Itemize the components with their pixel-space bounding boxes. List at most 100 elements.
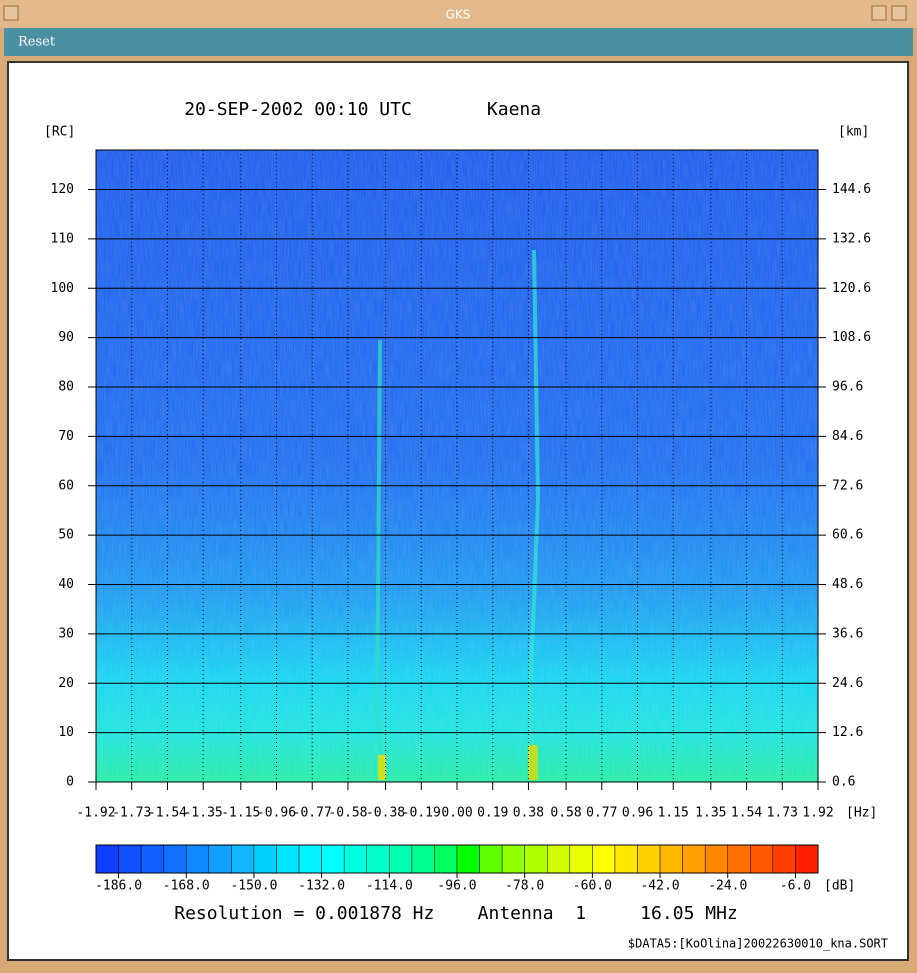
y-tick-label: 0 [66,775,74,790]
y2-tick-label: 132.6 [832,231,871,246]
colorbar-cell [795,844,819,874]
colorbar-cell [637,844,661,874]
x-tick-label: -1.15 [221,806,260,821]
y-tick-label: 70 [58,429,74,444]
colorbar-cell [321,844,345,874]
colorbar-cell [456,844,480,874]
x-tick-label: -0.19 [402,806,441,821]
y2-tick-label: 36.6 [832,626,863,641]
x-tick-label: -1.92 [76,806,115,821]
colorbar-tick-label: -168.0 [163,879,210,894]
y-tick-label: 100 [51,281,74,296]
colorbar-tick-label: -150.0 [230,879,277,894]
x-tick-label: 1.35 [695,806,726,821]
echo-trace [527,249,541,779]
y-tick-label: 30 [58,626,74,641]
x-tick-label: 1.73 [767,806,798,821]
x-tick-label: -0.58 [328,806,367,821]
colorbar-cell [186,844,210,874]
menu-bar [4,28,913,56]
y-tick-label: 90 [58,330,74,345]
echo-peak [528,745,538,780]
colorbar-label: [dB] [824,879,855,894]
y2-tick-label: 60.6 [832,528,863,543]
colorbar-cell [163,844,187,874]
x-axis-label: [Hz] [846,806,877,821]
y2-tick-label: 144.6 [832,182,871,197]
colorbar-cell [614,844,638,874]
colorbar-cell [659,844,683,874]
x-tick-label: -0.77 [293,806,332,821]
colorbar-cell [231,844,255,874]
y2-tick-label: 108.6 [832,330,871,345]
colorbar-cell [682,844,706,874]
colorbar-cell [411,844,435,874]
colorbar-cell [727,844,751,874]
x-tick-label: 0.38 [513,806,544,821]
colorbar-tick-label: -78.0 [505,879,544,894]
colorbar-cell [343,844,367,874]
x-tick-label: -1.73 [112,806,151,821]
y-tick-label: 40 [58,577,74,592]
colorbar-cell [704,844,728,874]
menu-item[interactable]: Reset [18,35,56,50]
colorbar-tick-label: -60.0 [573,879,612,894]
y2-tick-label: 84.6 [832,429,863,444]
y2-tick-label: 72.6 [832,478,863,493]
x-tick-label: -1.35 [184,806,223,821]
colorbar-tick-label: -114.0 [366,879,413,894]
colorbar-cell [772,844,796,874]
site-name: Kaena [487,99,541,120]
colorbar-cell [389,844,413,874]
colorbar-tick-label: -186.0 [95,879,142,894]
colorbar-tick-label: -42.0 [640,879,679,894]
y2-tick-label: 24.6 [832,676,863,691]
y2-tick-label: 120.6 [832,281,871,296]
y-axis-label: [RC] [44,125,75,140]
colorbar-tick-label: -96.0 [437,879,476,894]
colorbar-cell [434,844,458,874]
colorbar-cell [276,844,300,874]
echo-trace [374,339,384,779]
colorbar-cell [501,844,525,874]
minimize-button[interactable] [871,5,887,21]
colorbar-cell [592,844,616,874]
colorbar-cell [253,844,277,874]
colorbar-cell [479,844,503,874]
colorbar-cell [208,844,232,874]
file-name: $DATA5:[KoOlina]20022630010_kna.SORT [628,937,888,951]
y-tick-label: 110 [51,231,74,246]
window-title: GKS [446,8,471,22]
colorbar-cell [547,844,571,874]
colorbar-cell [569,844,593,874]
y-tick-label: 10 [58,725,74,740]
colorbar-cell [118,844,142,874]
x-tick-label: 0.00 [441,806,472,821]
colorbar-cell [366,844,390,874]
y-tick-label: 80 [58,380,74,395]
x-tick-label: -1.54 [148,806,187,821]
colorbar-cell [524,844,548,874]
y2-axis-label: [km] [838,125,869,140]
y2-tick-label: 0.6 [832,775,855,790]
echo-peak [378,755,386,780]
y2-tick-label: 96.6 [832,380,863,395]
x-tick-label: 1.54 [731,806,762,821]
y-tick-label: 50 [58,528,74,543]
maximize-button[interactable] [891,5,907,21]
colorbar-cell [95,844,119,874]
x-tick-label: 0.19 [477,806,508,821]
y-tick-label: 120 [51,182,74,197]
x-tick-label: -0.38 [366,806,405,821]
y-tick-label: 60 [58,478,74,493]
window-menu-button[interactable] [3,5,19,21]
colorbar-tick-label: -24.0 [708,879,747,894]
chart-title: 20-SEP-2002 00:10 UTC [184,99,412,120]
title-bar [0,0,917,28]
colorbar-tick-label: -132.0 [298,879,345,894]
x-tick-label: 1.15 [658,806,689,821]
colorbar-tick-label: -6.0 [780,879,811,894]
x-tick-label: 0.58 [550,806,581,821]
